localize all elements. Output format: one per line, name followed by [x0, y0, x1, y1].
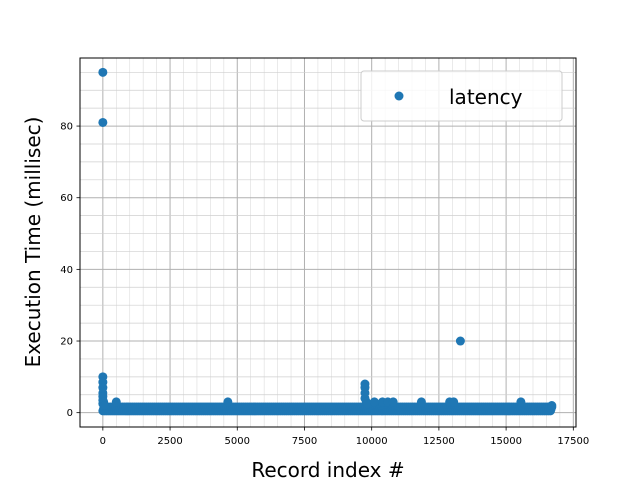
x-tick-label: 10000 — [356, 436, 388, 447]
axis-ticks: 0 2500 5000 7500 10000 12500 15000 17500 0 20 40 60… — [60, 122, 589, 447]
data-point — [516, 397, 526, 407]
data-point — [455, 336, 465, 346]
data-point — [111, 397, 121, 407]
data-point — [369, 397, 379, 407]
data-point — [547, 401, 557, 411]
x-tick-label: 5000 — [225, 436, 250, 447]
y-tick-label: 0 — [67, 408, 73, 419]
y-axis-label: Execution Time (millisec) — [21, 117, 45, 368]
plot-frame — [79, 57, 577, 428]
x-tick-label: 7500 — [292, 436, 317, 447]
data-point — [99, 401, 109, 411]
legend-label: latency — [449, 85, 523, 109]
x-tick-label: 17500 — [557, 436, 589, 447]
x-tick-label: 2500 — [157, 436, 182, 447]
x-tick-label: 0 — [100, 436, 106, 447]
legend-marker — [394, 91, 404, 101]
legend: latency — [360, 70, 563, 122]
data-points — [98, 67, 557, 416]
x-tick-label: 15000 — [490, 436, 522, 447]
data-point — [98, 117, 108, 127]
x-axis-label: Record index # — [251, 458, 404, 480]
y-tick-label: 40 — [60, 265, 73, 276]
data-point — [416, 397, 426, 407]
y-tick-label: 60 — [60, 193, 73, 204]
legend-box — [360, 70, 563, 122]
y-tick-label: 80 — [60, 122, 73, 133]
data-point — [449, 397, 459, 407]
y-tick-label: 20 — [60, 337, 73, 348]
data-point — [388, 397, 398, 407]
data-point — [98, 67, 108, 77]
data-point — [223, 397, 233, 407]
x-tick-label: 12500 — [423, 436, 455, 447]
